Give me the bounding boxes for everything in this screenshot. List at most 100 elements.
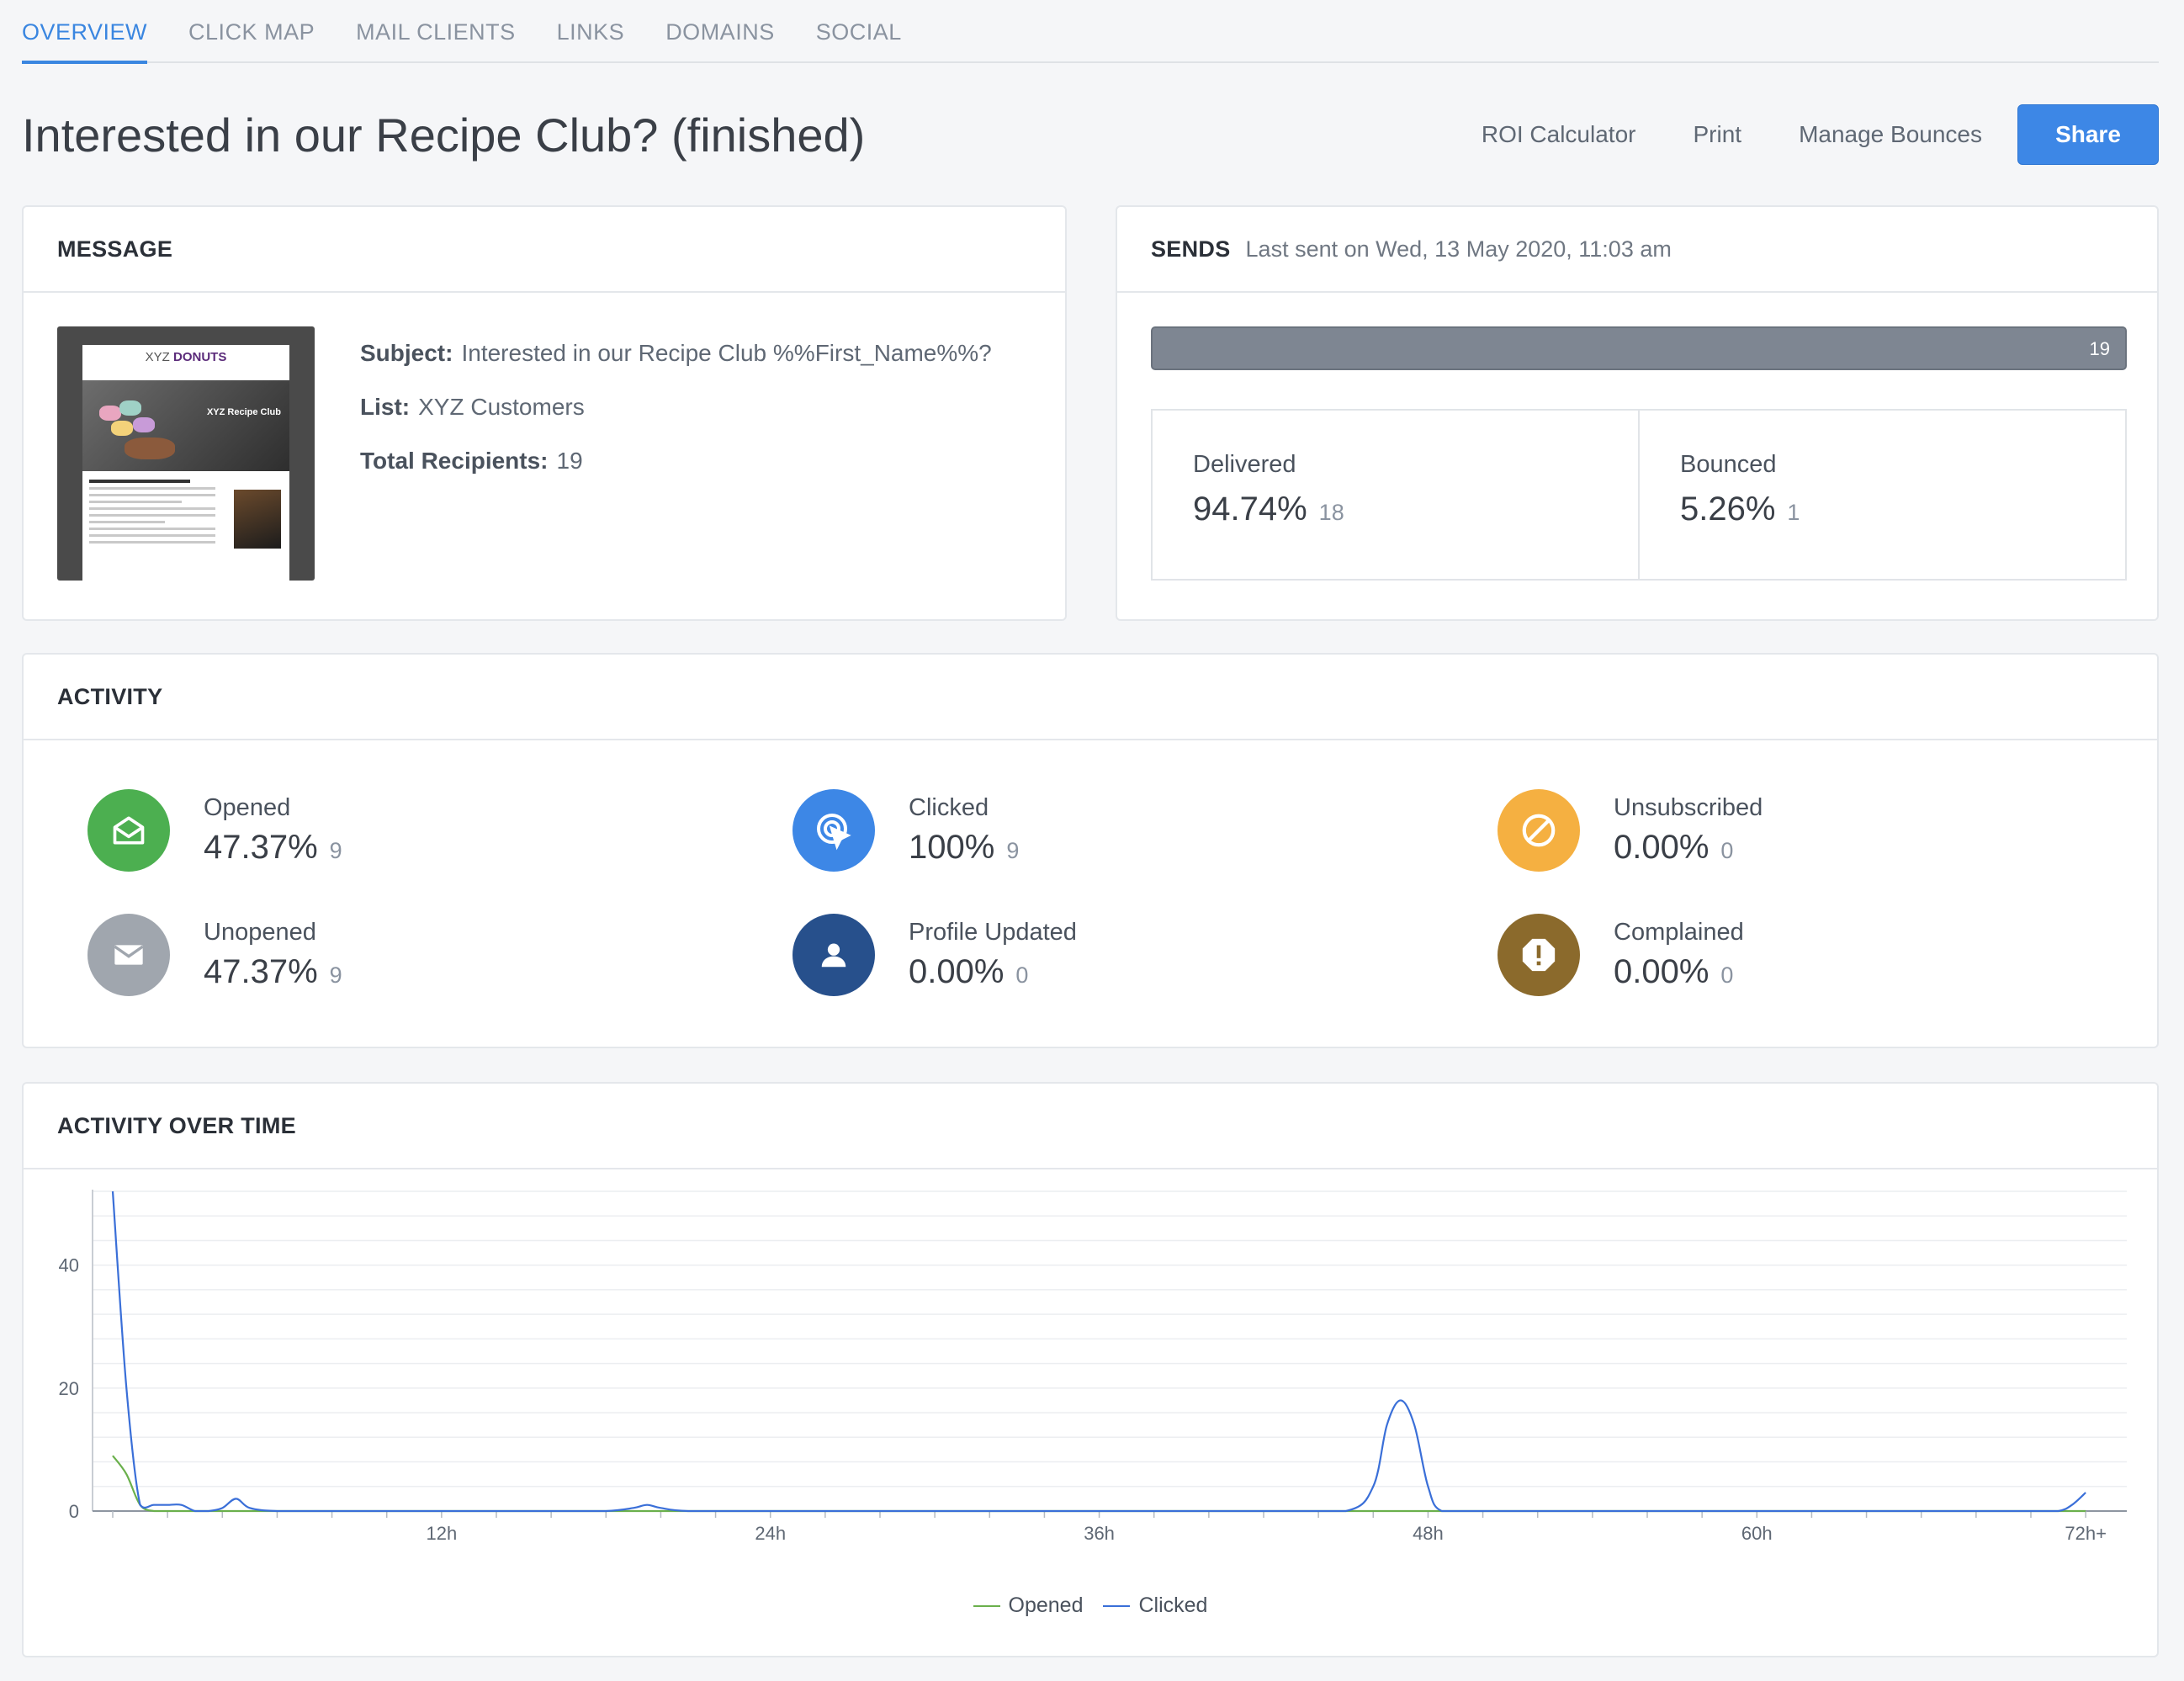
list-label: List: <box>360 394 411 420</box>
x-tick-label: 24h <box>755 1523 786 1544</box>
activity-opened[interactable]: Opened 47.37% 9 <box>87 789 342 872</box>
activity-complained[interactable]: Complained 0.00% 0 <box>1498 914 1744 996</box>
activity-profile-updated[interactable]: Profile Updated 0.00% 0 <box>792 914 1077 996</box>
complained-count: 0 <box>1720 962 1734 988</box>
bounced-stat[interactable]: Bounced 5.26% 1 <box>1638 411 2125 579</box>
x-tick-label: 48h <box>1413 1523 1444 1544</box>
unsubscribed-count: 0 <box>1720 838 1734 863</box>
activity-over-time-card: ACTIVITY OVER TIME 0 20 40 12h 24h 36h 48h 60h 7… <box>22 1082 2159 1657</box>
share-button[interactable]: Share <box>2017 104 2159 165</box>
recipients-value: 19 <box>556 448 583 474</box>
print-link[interactable]: Print <box>1693 121 1742 147</box>
profile-updated-count: 0 <box>1015 962 1029 988</box>
tab-click-map[interactable]: CLICK MAP <box>188 19 315 45</box>
unopened-label: Unopened <box>204 919 316 946</box>
subject-row: Subject: Interested in our Recipe Club %%… <box>360 326 992 380</box>
message-card: MESSAGE XYZ DONUTS XYZ Recipe Club Subje… <box>22 205 1067 621</box>
toolbar: ROI Calculator Print Manage Bounces Shar… <box>1424 104 2159 165</box>
tab-social[interactable]: SOCIAL <box>815 19 902 45</box>
email-preview-thumbnail[interactable]: XYZ DONUTS XYZ Recipe Club <box>57 326 315 581</box>
y-tick-label: 20 <box>59 1378 79 1399</box>
email-preview-page: XYZ DONUTS XYZ Recipe Club <box>82 345 289 581</box>
recipients-row: Total Recipients: 19 <box>360 434 992 488</box>
activity-heading: ACTIVITY <box>57 683 163 709</box>
unsubscribed-percent: 0.00% <box>1614 829 1710 866</box>
y-tick-label: 0 <box>69 1501 79 1522</box>
roi-calculator-link[interactable]: ROI Calculator <box>1481 121 1636 147</box>
pointer-click-icon <box>792 789 875 872</box>
message-details: Subject: Interested in our Recipe Club %%… <box>360 326 992 488</box>
clicked-count: 9 <box>1006 838 1020 863</box>
email-preview-text <box>89 480 215 548</box>
x-tick-label: 12h <box>426 1523 457 1544</box>
complained-percent: 0.00% <box>1614 953 1710 990</box>
bounced-percent: 5.26% <box>1680 491 1776 528</box>
delivery-stats: Delivered 94.74% 18 Bounced 5.26% 1 <box>1151 409 2127 581</box>
envelope-icon <box>87 914 170 996</box>
bounced-count: 1 <box>1787 500 1800 525</box>
opened-percent: 47.37% <box>204 829 318 866</box>
opened-label: Opened <box>204 794 291 821</box>
delivered-stat[interactable]: Delivered 94.74% 18 <box>1153 411 1638 579</box>
unopened-count: 9 <box>329 962 342 988</box>
x-tick-label: 72h+ <box>2065 1523 2107 1544</box>
legend-swatch <box>1103 1604 1131 1607</box>
unsubscribed-label: Unsubscribed <box>1614 794 1763 821</box>
x-tick-label: 60h <box>1741 1523 1773 1544</box>
user-icon <box>792 914 875 996</box>
activity-unopened[interactable]: Unopened 47.37% 9 <box>87 914 342 996</box>
last-sent-text: Last sent on Wed, 13 May 2020, 11:03 am <box>1245 236 1672 262</box>
legend-label: Opened <box>1008 1594 1084 1617</box>
sends-progress-bar: 19 <box>1151 326 2127 370</box>
y-tick-label: 40 <box>59 1255 79 1276</box>
clicked-percent: 100% <box>909 829 995 866</box>
chart-legend: Opened Clicked <box>24 1594 2157 1618</box>
recipients-label: Total Recipients: <box>360 448 549 474</box>
activity-clicked[interactable]: Clicked 100% 9 <box>792 789 1019 872</box>
email-preview-book-image <box>234 490 281 549</box>
ban-icon <box>1498 789 1580 872</box>
email-preview-hero-image: XYZ Recipe Club <box>82 380 289 471</box>
list-value: XYZ Customers <box>418 394 585 420</box>
email-preview-logo: XYZ DONUTS <box>145 350 227 364</box>
sends-card: SENDS Last sent on Wed, 13 May 2020, 11:… <box>1116 205 2159 621</box>
unopened-percent: 47.37% <box>204 953 318 990</box>
list-row: List: XYZ Customers <box>360 380 992 434</box>
delivered-percent: 94.74% <box>1193 491 1307 528</box>
tab-domains[interactable]: DOMAINS <box>665 19 775 45</box>
complained-label: Complained <box>1614 919 1744 946</box>
legend-item-opened[interactable]: Opened <box>973 1594 1084 1618</box>
message-heading: MESSAGE <box>57 236 173 262</box>
activity-card: ACTIVITY Opened 47.37% 9 Clicked 100% 9 Un… <box>22 653 2159 1048</box>
message-card-header: MESSAGE <box>24 207 1065 293</box>
envelope-open-icon <box>87 789 170 872</box>
activity-card-header: ACTIVITY <box>24 655 2157 740</box>
tab-links[interactable]: LINKS <box>556 19 625 45</box>
x-tick-label: 36h <box>1084 1523 1115 1544</box>
activity-unsubscribed[interactable]: Unsubscribed 0.00% 0 <box>1498 789 1763 872</box>
series-line-opened[interactable] <box>112 1455 2086 1513</box>
profile-updated-label: Profile Updated <box>909 919 1077 946</box>
bounced-label: Bounced <box>1680 451 1777 478</box>
delivered-label: Delivered <box>1193 451 1296 478</box>
legend-swatch <box>973 1604 1000 1607</box>
sends-total: 19 <box>2089 338 2110 359</box>
chart-heading: ACTIVITY OVER TIME <box>57 1112 296 1138</box>
chart-card-header: ACTIVITY OVER TIME <box>24 1084 2157 1169</box>
legend-item-clicked[interactable]: Clicked <box>1103 1594 1207 1618</box>
report-tabs: OVERVIEW CLICK MAP MAIL CLIENTS LINKS DOMAIN… <box>22 0 2159 64</box>
subject-value: Interested in our Recipe Club %%First_Na… <box>461 340 992 366</box>
email-preview-hero-title: XYZ Recipe Club <box>206 407 281 417</box>
sends-heading: SENDS <box>1151 236 1231 262</box>
manage-bounces-link[interactable]: Manage Bounces <box>1799 121 1982 147</box>
clicked-label: Clicked <box>909 794 989 821</box>
sends-card-header: SENDS Last sent on Wed, 13 May 2020, 11:… <box>1117 207 2157 293</box>
activity-line-chart: 0 20 40 12h 24h 36h 48h 60h 72h+ <box>59 1190 2127 1544</box>
page-title: Interested in our Recipe Club? (finished… <box>22 109 866 162</box>
tab-mail-clients[interactable]: MAIL CLIENTS <box>356 19 516 45</box>
tab-overview[interactable]: OVERVIEW <box>22 0 148 64</box>
series-line-clicked[interactable] <box>111 1190 2086 1513</box>
opened-count: 9 <box>329 838 342 863</box>
subject-label: Subject: <box>360 340 453 366</box>
legend-label: Clicked <box>1138 1594 1208 1617</box>
